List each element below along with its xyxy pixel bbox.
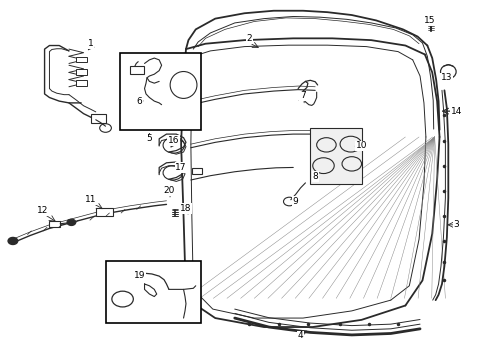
Text: 10: 10 <box>355 141 366 150</box>
Text: 17: 17 <box>175 163 186 172</box>
Bar <box>76 69 87 75</box>
Text: 15: 15 <box>423 16 435 25</box>
Text: 9: 9 <box>292 197 298 206</box>
Text: 16: 16 <box>168 136 179 145</box>
Circle shape <box>67 219 76 226</box>
Bar <box>49 221 60 226</box>
Bar <box>120 53 200 130</box>
Text: 18: 18 <box>180 204 191 213</box>
Text: 5: 5 <box>146 134 152 143</box>
Text: 2: 2 <box>246 34 252 43</box>
Text: 3: 3 <box>453 220 459 229</box>
Circle shape <box>8 237 18 244</box>
Bar <box>96 208 113 216</box>
Text: 13: 13 <box>440 73 452 82</box>
Bar <box>76 80 87 86</box>
Text: 7: 7 <box>300 91 305 100</box>
Text: 4: 4 <box>297 332 303 341</box>
Text: 19: 19 <box>134 270 145 279</box>
Bar <box>105 261 200 323</box>
Bar <box>76 57 87 62</box>
Bar <box>91 114 105 123</box>
Bar <box>310 128 361 184</box>
Bar <box>191 168 201 174</box>
Text: 14: 14 <box>450 107 461 116</box>
Text: 12: 12 <box>37 206 48 215</box>
Text: 11: 11 <box>85 195 97 204</box>
Bar <box>130 66 143 74</box>
Text: 1: 1 <box>88 39 94 48</box>
Text: 6: 6 <box>137 96 142 105</box>
Text: 8: 8 <box>312 172 317 181</box>
Text: 20: 20 <box>163 186 174 195</box>
